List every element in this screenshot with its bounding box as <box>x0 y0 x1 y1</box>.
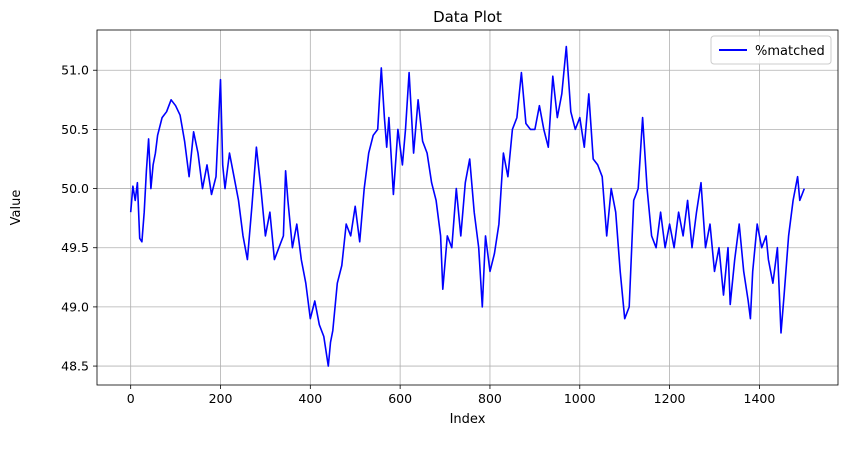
plot-frame <box>96 29 839 386</box>
series-layer <box>129 45 806 367</box>
y-tick-label: 50.0 <box>61 181 89 196</box>
legend: %matched <box>710 35 832 65</box>
x-tick-label: 1000 <box>564 391 596 406</box>
y-axis-label: Value <box>9 190 24 226</box>
y-tick-label: 49.5 <box>61 240 89 255</box>
grid <box>97 30 838 385</box>
legend-box <box>710 35 832 65</box>
ticks: 0 200 400 600 800 1000 1200 1400 48.5 49.0 49.5 50.… <box>61 63 775 406</box>
x-tick-label: 1200 <box>654 391 686 406</box>
x-tick-label: 600 <box>388 391 412 406</box>
series-line-matched <box>129 45 806 367</box>
legend-label-matched: %matched <box>755 44 825 59</box>
x-tick-label: 0 <box>127 391 135 406</box>
chart-title: Data Plot <box>433 8 502 26</box>
x-axis-label: Index <box>450 412 486 427</box>
y-tick-label: 51.0 <box>61 63 89 78</box>
y-tick-label: 50.5 <box>61 122 89 137</box>
x-tick-label: 400 <box>298 391 322 406</box>
x-tick-label: 200 <box>209 391 233 406</box>
x-tick-label: 800 <box>478 391 502 406</box>
y-tick-label: 49.0 <box>61 299 89 314</box>
y-tick-label: 48.5 <box>61 359 89 374</box>
x-tick-label: 1400 <box>744 391 776 406</box>
